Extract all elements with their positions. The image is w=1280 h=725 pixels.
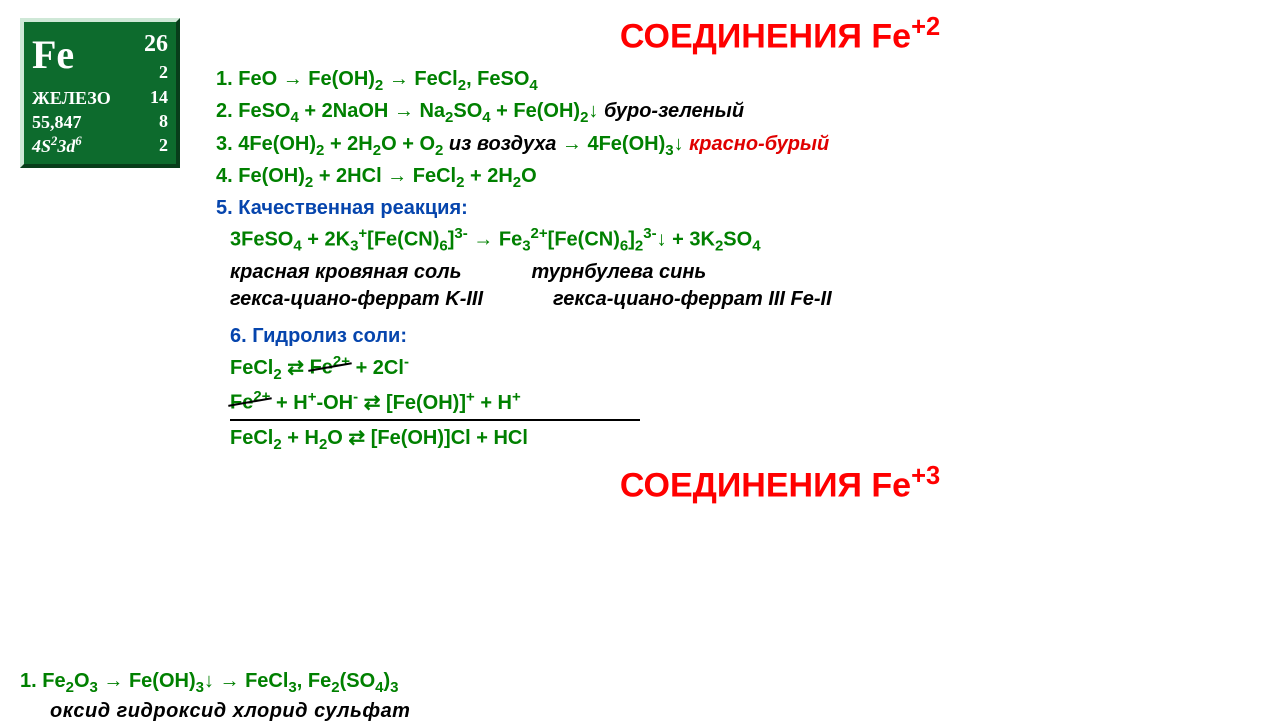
section-title-1: СОЕДИНЕНИЯ Fe+2 (300, 10, 1260, 60)
equation-6-line1: FeCl2 ⇄ Fe2+ + 2Cl- (230, 352, 1260, 385)
equation-6-line2: Fe2+ + H+-OH- ⇄ [Fe(OH)]+ + H+ (230, 387, 1260, 417)
eq5-left1: красная кровяная соль (230, 259, 462, 286)
element-tile: Fe 26 2 ЖЕЛЕЗО 14 55,847 8 4S23d6 2 (20, 18, 180, 168)
shell-b: 14 (150, 85, 168, 109)
eq2-note: буро-зеленый (598, 100, 744, 122)
eq3-formula-a: 4Fe(OH)2 + 2H2O + O2 (238, 133, 443, 155)
eq5-right2: гекса-циано-феррат III Fe-II (553, 286, 832, 313)
atomic-mass: 55,847 (32, 112, 82, 132)
sec2-labels: оксид гидроксид хлорид сульфат (50, 700, 410, 722)
equation-6-head: 6. Гидролиз соли: (230, 323, 1260, 350)
eq5-right1: турнбулева синь (532, 259, 707, 286)
spacer (200, 313, 1260, 323)
eq6-heading: Гидролиз соли: (252, 325, 407, 347)
eq1-formula: FeO → Fe(OH)2 → FeCl2, FeSO4 (238, 68, 538, 90)
equation-5-head: 5. Качественная реакция: (216, 195, 1260, 222)
divider-line (230, 419, 640, 421)
eq1-num: 1. (216, 68, 238, 90)
eq2-formula: FeSO4 + 2NaOH → Na2SO4 + Fe(OH)2↓ (238, 100, 598, 122)
eq6-l1a: FeCl2 ⇄ (230, 357, 310, 379)
slide-page: Fe 26 2 ЖЕЛЕЗО 14 55,847 8 4S23d6 2 СОЕД… (0, 0, 1280, 720)
eq2-num: 2. (216, 100, 238, 122)
element-name: ЖЕЛЕЗО (32, 88, 111, 108)
equation-1: 1. FeO → Fe(OH)2 → FeCl2, FeSO4 (216, 66, 1260, 96)
sec2-formula: Fe2O3 → Fe(OH)3↓ → FeCl3, Fe2(SO4)3 (42, 670, 398, 692)
eq3-mid: из воздуха (443, 133, 562, 155)
element-symbol: Fe (32, 28, 74, 82)
eq5-num: 5. (216, 197, 238, 219)
eq6-l2: + H+-OH- ⇄ [Fe(OH)]+ + H+ (270, 392, 520, 414)
eq3-num: 3. (216, 133, 238, 155)
atomic-number: 26 (144, 28, 168, 60)
electron-config: 4S23d6 (32, 136, 82, 156)
section2-equation: 1. Fe2O3 → Fe(OH)3↓ → FeCl3, Fe2(SO4)3 о… (20, 668, 1220, 725)
eq5-left2: гекса-циано-феррат K-III (230, 286, 483, 313)
eq4-formula: Fe(OH)2 + 2HCl → FeCl2 + 2H2O (238, 165, 536, 187)
equation-2: 2. FeSO4 + 2NaOH → Na2SO4 + Fe(OH)2↓ бур… (216, 98, 1260, 128)
eq5-heading: Качественная реакция: (238, 197, 468, 219)
shell-d: 2 (159, 133, 168, 157)
eq6-num: 6. (230, 325, 252, 347)
eq4-num: 4. (216, 165, 238, 187)
equation-3: 3. 4Fe(OH)2 + 2H2O + O2 из воздуха → 4Fe… (216, 131, 1260, 161)
shell-c: 8 (159, 109, 168, 133)
eq5-labels-row1: красная кровяная соль турнбулева синь (230, 259, 1260, 286)
equation-4: 4. Fe(OH)2 + 2HCl → FeCl2 + 2H2O (216, 163, 1260, 193)
eq6-l1-strike: Fe2+ (310, 352, 350, 382)
eq6-l2-strike: Fe2+ (230, 387, 270, 417)
eq3-formula-b: → 4Fe(OH)3↓ (562, 133, 689, 155)
eq3-note: красно-бурый (689, 133, 829, 155)
sec2-num: 1. (20, 670, 42, 692)
equation-5-formula: 3FeSO4 + 2K3+[Fe(CN)6]3- → Fe32+[Fe(CN)6… (230, 224, 1260, 257)
eq6-l1b: + 2Cl- (350, 357, 409, 379)
eq5-labels-row2: гекса-циано-феррат K-III гекса-циано-фер… (230, 286, 1260, 313)
content-area: СОЕДИНЕНИЯ Fe+2 1. FeO → Fe(OH)2 → FeCl2… (200, 10, 1260, 509)
shell-a: 2 (159, 60, 168, 84)
section-title-2: СОЕДИНЕНИЯ Fe+3 (300, 459, 1260, 509)
equation-6-line3: FeCl2 + H2O ⇄ [Fe(OH)]Cl + HCl (230, 425, 1260, 455)
